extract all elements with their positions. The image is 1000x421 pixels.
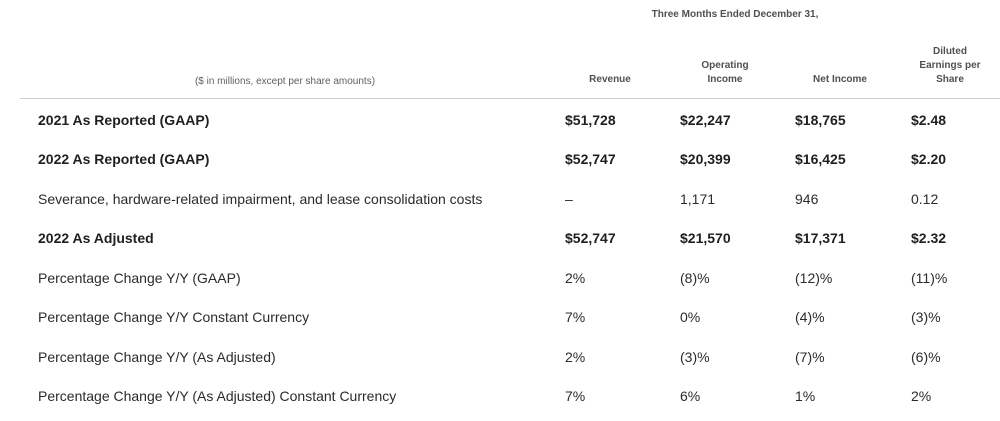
operating-income-value: 1,171: [680, 190, 716, 207]
eps-value: 2%: [911, 388, 932, 405]
column-header-net-income: Net Income: [780, 73, 900, 87]
financial-table: 2021 As Reported (GAAP) $51,728 $22,247 …: [0, 100, 1000, 416]
operating-income-value: (8)%: [680, 269, 710, 286]
column-header-operating-income-line-2: Income: [707, 74, 743, 85]
revenue-value: –: [565, 190, 573, 207]
revenue-value: $52,747: [565, 230, 616, 247]
net-income-value: (7)%: [795, 348, 825, 365]
revenue-value: $51,728: [565, 111, 616, 128]
column-header-revenue-line: Revenue: [589, 74, 631, 85]
row-label: 2022 As Reported (GAAP): [38, 151, 210, 168]
operating-income-value: $20,399: [680, 151, 731, 168]
table-row: Percentage Change Y/Y (As Adjusted) 2% (…: [0, 337, 1000, 377]
column-header-diluted-eps-line-1: Diluted: [933, 46, 967, 57]
eps-value: $2.48: [911, 111, 947, 128]
operating-income-value: $21,570: [680, 230, 731, 247]
operating-income-value: 6%: [680, 388, 701, 405]
row-label: Percentage Change Y/Y (As Adjusted): [38, 348, 276, 365]
net-income-value: (4)%: [795, 309, 825, 326]
net-income-value: 946: [795, 190, 819, 207]
revenue-value: 2%: [565, 269, 586, 286]
table-row: Percentage Change Y/Y Constant Currency …: [0, 298, 1000, 338]
row-label: Percentage Change Y/Y (GAAP): [38, 269, 241, 286]
table-row: 2022 As Adjusted $52,747 $21,570 $17,371…: [0, 219, 1000, 259]
net-income-value: $17,371: [795, 230, 846, 247]
column-header-diluted-eps: Diluted Earnings per Share: [900, 45, 1000, 87]
column-header-revenue: Revenue: [565, 73, 655, 87]
operating-income-value: 0%: [680, 309, 701, 326]
revenue-value: 2%: [565, 348, 586, 365]
revenue-value: 7%: [565, 309, 586, 326]
net-income-value: 1%: [795, 388, 816, 405]
column-header-operating-income: Operating Income: [675, 59, 775, 87]
table-row: Percentage Change Y/Y (As Adjusted) Cons…: [0, 377, 1000, 417]
column-header-row: ($ in millions, except per share amounts…: [0, 36, 1000, 98]
net-income-value: (12)%: [795, 269, 833, 286]
column-header-diluted-eps-line-2: Earnings per: [919, 60, 981, 71]
eps-value: $2.32: [911, 230, 947, 247]
eps-value: (6)%: [911, 348, 941, 365]
operating-income-value: $22,247: [680, 111, 731, 128]
table-row: 2022 As Reported (GAAP) $52,747 $20,399 …: [0, 140, 1000, 180]
row-label: 2021 As Reported (GAAP): [38, 111, 210, 128]
row-label: Percentage Change Y/Y Constant Currency: [38, 309, 310, 326]
period-title: Three Months Ended December 31,: [651, 9, 819, 20]
operating-income-value: (3)%: [680, 348, 710, 365]
eps-value: 0.12: [911, 190, 939, 207]
column-header-diluted-eps-line-3: Share: [936, 74, 964, 85]
net-income-value: $18,765: [795, 111, 846, 128]
table-row: 2021 As Reported (GAAP) $51,728 $22,247 …: [0, 100, 1000, 140]
net-income-value: $16,425: [795, 151, 846, 168]
eps-value: (11)%: [911, 269, 948, 286]
eps-value: (3)%: [911, 309, 941, 326]
header-divider: [20, 98, 1000, 99]
row-label: 2022 As Adjusted: [38, 230, 154, 247]
table-row: Severance, hardware-related impairment, …: [0, 179, 1000, 219]
column-header-operating-income-line-1: Operating: [701, 60, 749, 71]
revenue-value: $52,747: [565, 151, 616, 168]
row-label: Percentage Change Y/Y (As Adjusted) Cons…: [38, 388, 397, 405]
row-label: Severance, hardware-related impairment, …: [38, 190, 483, 207]
revenue-value: 7%: [565, 388, 586, 405]
units-label: ($ in millions, except per share amounts…: [194, 76, 376, 87]
table-row: Percentage Change Y/Y (GAAP) 2% (8)% (12…: [0, 258, 1000, 298]
column-header-net-income-line: Net Income: [813, 74, 867, 85]
eps-value: $2.20: [911, 151, 947, 168]
